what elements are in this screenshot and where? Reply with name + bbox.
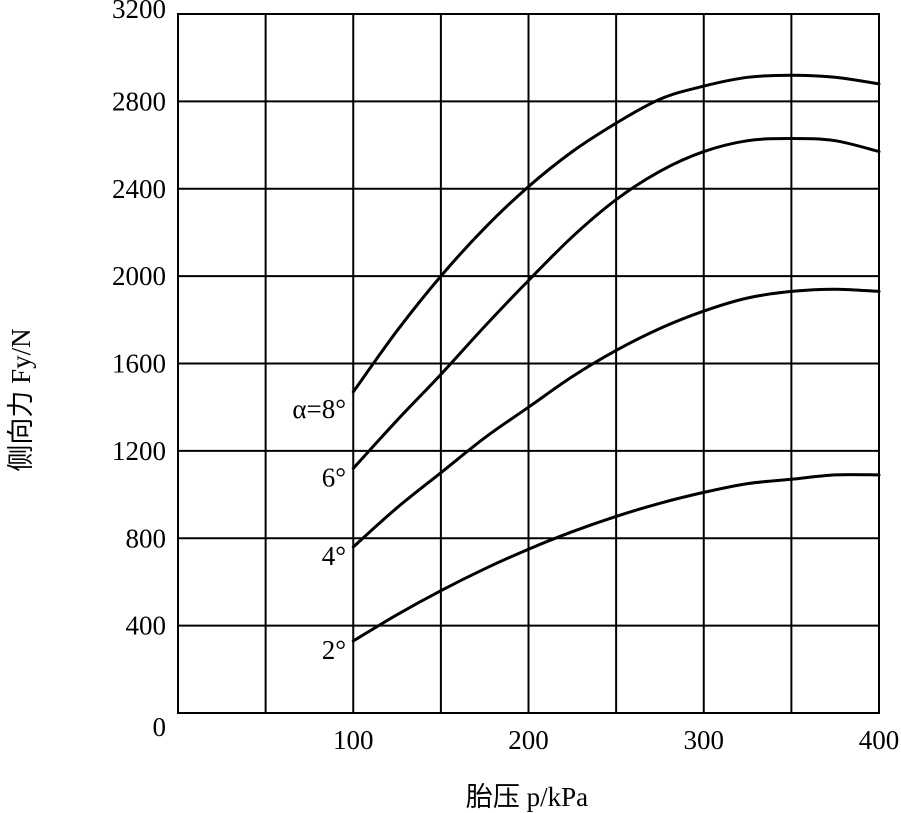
x-tick-label: 300: [684, 725, 725, 755]
series-label: 2°: [322, 635, 346, 665]
x-axis-label: 胎压 p/kPa: [466, 782, 588, 812]
x-tick-label: 200: [508, 725, 549, 755]
y-tick-label: 2400: [112, 174, 166, 204]
curves: [351, 73, 881, 643]
y-tick-label: 1200: [112, 436, 166, 466]
y-tick-label: 2000: [112, 261, 166, 291]
series-label: α=8°: [292, 394, 346, 424]
tick-labels: 0 400 800 1200 1600 2000 2400 2800 3200 100 200 300…: [112, 0, 899, 755]
y-tick-label: 3200: [112, 0, 166, 24]
series-label: 4°: [322, 541, 346, 571]
y-tick-label: 1600: [112, 349, 166, 379]
y-tick-label: 0: [153, 712, 167, 742]
y-tick-label: 2800: [112, 86, 166, 116]
series-line-3: [351, 473, 881, 643]
y-axis-label: 侧向力 Fy/N: [6, 328, 36, 471]
y-tick-label: 800: [126, 523, 167, 553]
y-tick-label: 400: [126, 611, 167, 641]
series-line-0: [351, 73, 881, 394]
x-tick-label: 400: [859, 725, 900, 755]
x-tick-label: 100: [333, 725, 374, 755]
series-line-1: [351, 137, 881, 470]
series-label: 6°: [322, 462, 346, 492]
series-labels: α=8° 6° 4° 2°: [292, 394, 346, 665]
series-line-2: [351, 287, 881, 549]
grid: [177, 13, 880, 714]
